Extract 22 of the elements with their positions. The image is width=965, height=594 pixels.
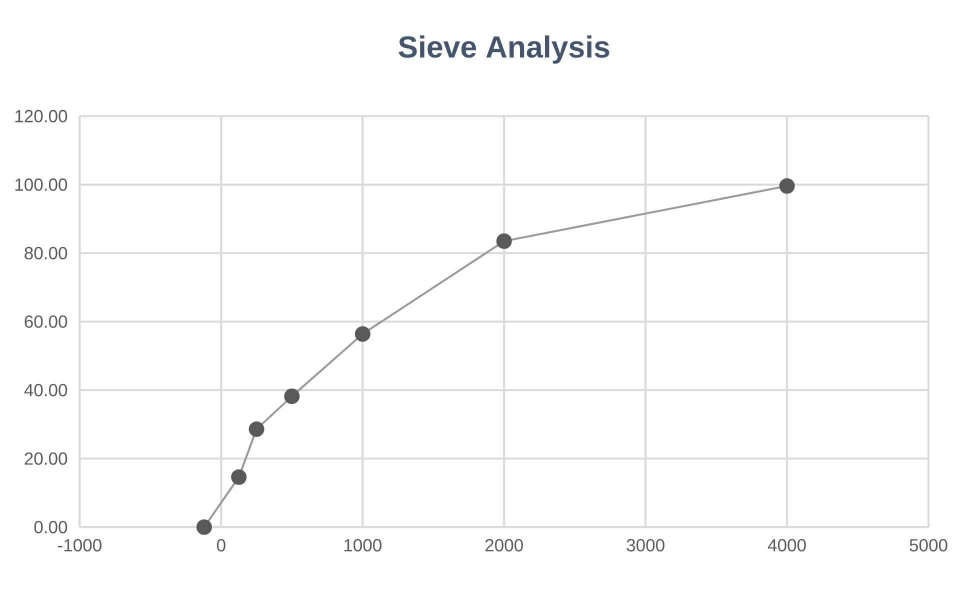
y-tick-label: 100.00 — [15, 178, 68, 191]
x-tick-label: 1000 — [344, 538, 382, 552]
point — [779, 178, 795, 194]
point — [248, 421, 264, 437]
point — [354, 326, 370, 342]
x-tick-label: 5000 — [910, 538, 948, 552]
chart-title: Sieve Analysis — [398, 35, 610, 64]
point — [196, 519, 212, 535]
x-tick-label: 4000 — [768, 538, 806, 552]
point — [284, 388, 300, 404]
x-tick-label: 0 — [216, 538, 226, 552]
x-tick-label: 3000 — [626, 538, 664, 552]
y-tick-label: 0.00 — [34, 520, 68, 534]
y-tick-label: 40.00 — [24, 384, 68, 396]
y-tick-label: 60.00 — [24, 315, 68, 328]
x-tick-label: -1000 — [58, 538, 102, 552]
point — [231, 469, 247, 485]
y-tick-label: 120.00 — [15, 110, 68, 122]
y-tick-label: 80.00 — [24, 246, 68, 260]
point — [496, 233, 512, 249]
y-tick-label: 20.00 — [24, 452, 68, 465]
x-tick-label: 2000 — [485, 538, 523, 552]
